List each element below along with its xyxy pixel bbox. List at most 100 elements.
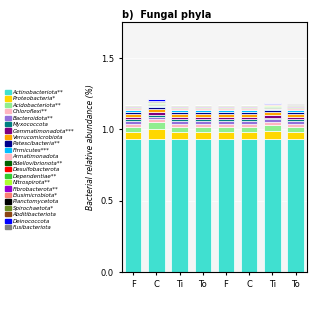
Bar: [264, 139, 281, 272]
Bar: [264, 119, 281, 122]
Bar: [148, 102, 164, 103]
Bar: [172, 110, 188, 112]
Bar: [264, 112, 281, 115]
Bar: [195, 124, 211, 126]
Bar: [125, 108, 141, 109]
Bar: [241, 116, 257, 119]
Bar: [218, 112, 234, 114]
Bar: [195, 116, 211, 119]
Bar: [172, 132, 188, 139]
Bar: [148, 112, 164, 115]
Text: b)  Fungal phyla: b) Fungal phyla: [122, 10, 211, 20]
Bar: [148, 139, 164, 272]
Bar: [172, 121, 188, 124]
Bar: [287, 126, 304, 132]
Bar: [264, 106, 281, 107]
Bar: [218, 108, 234, 109]
Bar: [287, 132, 304, 139]
Bar: [241, 112, 257, 114]
Bar: [148, 119, 164, 122]
Bar: [125, 107, 141, 108]
Bar: [241, 106, 257, 107]
Bar: [264, 118, 281, 119]
Bar: [172, 112, 188, 114]
Bar: [125, 124, 141, 126]
Bar: [172, 126, 188, 132]
Bar: [287, 114, 304, 116]
Bar: [264, 105, 281, 106]
Bar: [148, 129, 164, 139]
Bar: [264, 109, 281, 110]
Bar: [218, 116, 234, 119]
Bar: [264, 107, 281, 108]
Bar: [287, 121, 304, 124]
Bar: [125, 119, 141, 121]
Bar: [218, 107, 234, 108]
Bar: [195, 108, 211, 109]
Bar: [241, 114, 257, 116]
Bar: [172, 139, 188, 272]
Bar: [148, 99, 164, 101]
Bar: [241, 110, 257, 112]
Bar: [148, 105, 164, 106]
Bar: [172, 107, 188, 108]
Bar: [195, 121, 211, 124]
Bar: [218, 109, 234, 110]
Bar: [287, 106, 304, 107]
Bar: [172, 116, 188, 119]
Bar: [195, 126, 211, 132]
Bar: [241, 107, 257, 108]
Bar: [148, 116, 164, 119]
Bar: [287, 139, 304, 272]
Bar: [264, 122, 281, 125]
Bar: [241, 109, 257, 110]
Bar: [218, 124, 234, 126]
Bar: [195, 112, 211, 114]
Bar: [218, 106, 234, 107]
Bar: [218, 139, 234, 272]
Bar: [195, 132, 211, 139]
Bar: [172, 106, 188, 107]
Bar: [241, 119, 257, 121]
Bar: [148, 115, 164, 116]
Bar: [148, 104, 164, 105]
Bar: [218, 119, 234, 121]
Bar: [218, 132, 234, 139]
Bar: [287, 116, 304, 119]
Bar: [195, 110, 211, 112]
Bar: [264, 103, 281, 104]
Bar: [264, 131, 281, 139]
Bar: [172, 109, 188, 110]
Bar: [287, 124, 304, 126]
Bar: [125, 109, 141, 110]
Bar: [125, 132, 141, 139]
Bar: [195, 107, 211, 108]
Bar: [172, 108, 188, 109]
Bar: [195, 106, 211, 107]
Bar: [241, 124, 257, 126]
Bar: [241, 108, 257, 109]
Bar: [172, 124, 188, 126]
Bar: [218, 126, 234, 132]
Bar: [218, 110, 234, 112]
Bar: [287, 112, 304, 114]
Bar: [148, 122, 164, 129]
Bar: [125, 114, 141, 116]
Bar: [241, 132, 257, 139]
Bar: [287, 110, 304, 112]
Bar: [287, 119, 304, 121]
Bar: [218, 114, 234, 116]
Bar: [125, 121, 141, 124]
Bar: [195, 114, 211, 116]
Bar: [195, 119, 211, 121]
Bar: [148, 109, 164, 112]
Bar: [195, 139, 211, 272]
Bar: [287, 107, 304, 108]
Bar: [218, 121, 234, 124]
Bar: [264, 110, 281, 112]
Bar: [241, 126, 257, 132]
Legend: Actinobacteriota**, Proteobacteria*, Acidobacteriota**, Chloroflexi**, Bacteroid: Actinobacteriota**, Proteobacteria*, Aci…: [3, 88, 76, 232]
Bar: [148, 103, 164, 104]
Bar: [264, 108, 281, 109]
Bar: [125, 126, 141, 132]
